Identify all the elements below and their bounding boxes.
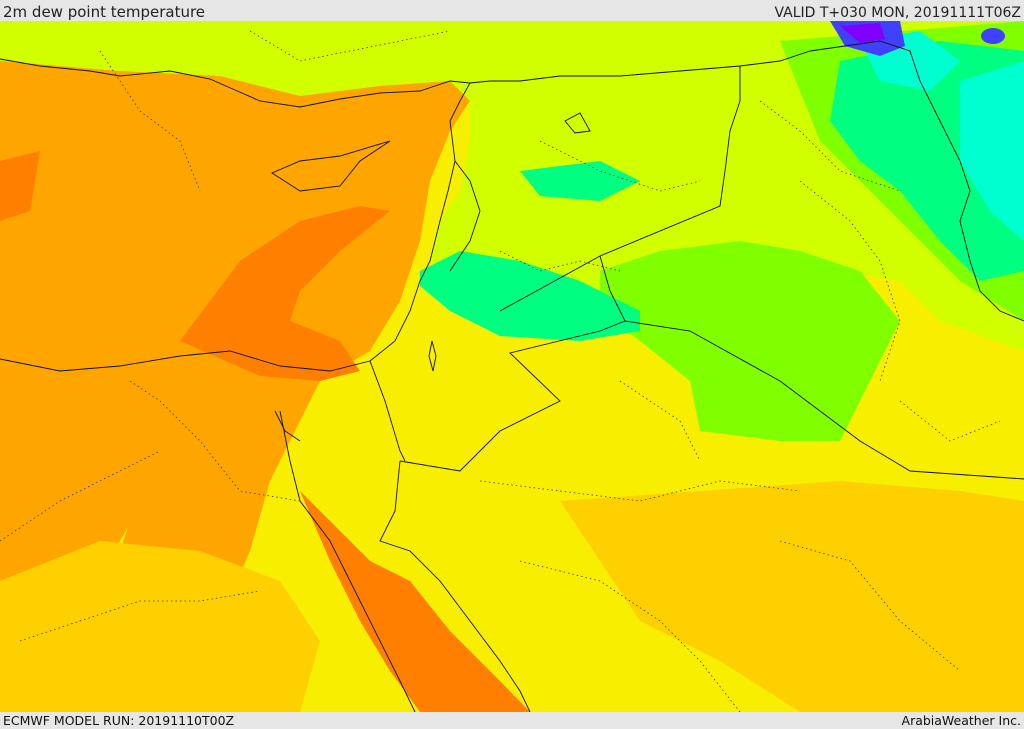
province-border-1	[99, 50, 201, 192]
province-border-10	[799, 180, 901, 382]
field-dark-orange-west	[0, 151, 40, 221]
weather-map[interactable]	[0, 21, 1024, 712]
coastlines	[0, 58, 591, 712]
map-title: 2m dew point temperature	[3, 3, 206, 21]
province-border-2	[249, 30, 451, 62]
field-cyan-east	[960, 61, 1024, 241]
credit-label: ArabiaWeather Inc.	[901, 713, 1021, 728]
valid-time: VALID T+030 MON, 20191111T06Z	[774, 5, 1021, 21]
dew-point-field	[0, 21, 1024, 712]
field-teal-green-levant	[420, 251, 640, 341]
coastline-gulf-of-suez	[274, 410, 301, 442]
field-light-orange-arabia	[560, 481, 1024, 712]
border-iraq-jordan-saudi	[599, 255, 1024, 480]
field-purple-spot	[840, 23, 885, 43]
province-border-8	[779, 540, 961, 672]
province-border-4	[129, 380, 301, 502]
border-egypt-israel	[369, 360, 406, 462]
field-blue-spot-east	[981, 28, 1005, 44]
country-borders	[369, 40, 1024, 480]
coastline-cyprus	[271, 140, 391, 192]
coastline-red-sea-west	[279, 410, 416, 712]
coastline-lake-assad	[564, 112, 591, 134]
coastline-turkey	[0, 58, 471, 122]
province-border-6	[479, 480, 801, 502]
field-green-east	[600, 241, 900, 441]
province-border-7	[519, 560, 741, 712]
field-dark-orange-med	[180, 206, 390, 381]
border-syria-lebanon	[449, 160, 481, 272]
coastline-dead-sea	[428, 340, 437, 372]
header-bar: 2m dew point temperature VALID T+030 MON…	[0, 0, 1024, 21]
footer-bar: ECMWF MODEL RUN: 20191110T00Z ArabiaWeat…	[0, 712, 1024, 729]
field-teal-green-syria	[520, 161, 640, 201]
province-border-3	[0, 450, 161, 542]
border-turkey-syria	[469, 50, 811, 84]
province-border-13	[899, 400, 1001, 442]
border-jordan-saudi	[399, 320, 626, 472]
field-light-orange-south-egypt	[0, 541, 320, 712]
dew-point-map-svg	[0, 21, 1024, 712]
border-iran-iraq	[809, 40, 1024, 322]
coastline-egypt-north	[0, 350, 371, 372]
coastline-levant	[369, 120, 456, 362]
model-run-label: ECMWF MODEL RUN: 20191110T00Z	[3, 713, 235, 728]
coastline-red-sea-east	[379, 460, 531, 712]
field-dark-orange-red-sea	[300, 491, 530, 712]
province-border-12	[619, 380, 701, 462]
province-borders	[0, 30, 1001, 712]
province-border-5	[19, 590, 261, 642]
